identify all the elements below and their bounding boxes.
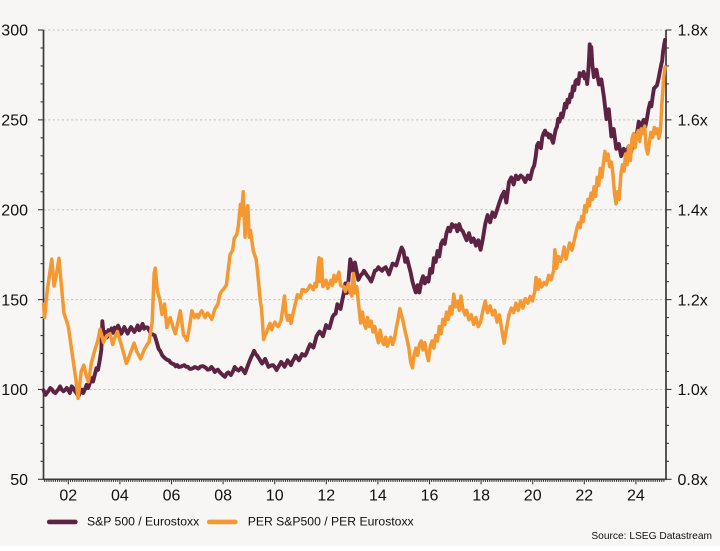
- y-left-tick-label: 300: [1, 23, 28, 40]
- y-left-tick-label: 50: [10, 472, 28, 489]
- y-left-tick-label: 250: [1, 113, 28, 130]
- x-tick-label: 02: [59, 488, 77, 505]
- x-tick-label: 16: [421, 488, 439, 505]
- legend-label-sp500-eurostoxx: S&P 500 / Eurostoxx: [87, 514, 199, 528]
- legend-swatch-sp500-eurostoxx: [47, 519, 78, 525]
- series-line-sp500-eurostoxx: [41, 37, 667, 399]
- y-left-tick-label: 200: [1, 202, 28, 219]
- legend-label-per-ratio: PER S&P500 / PER Eurostoxx: [248, 514, 414, 528]
- y-left-tick-label: 150: [1, 292, 28, 309]
- source-note: Source: LSEG Datastream: [591, 531, 712, 542]
- x-tick-label: 08: [214, 488, 232, 505]
- x-tick-label: 06: [163, 488, 181, 505]
- y-right-tick-label: 1.0x: [678, 382, 708, 399]
- legend-swatch-per-ratio: [207, 519, 238, 525]
- x-tick-label: 22: [575, 488, 593, 505]
- x-tick-label: 24: [627, 488, 645, 505]
- y-left-tick-label: 100: [1, 382, 28, 399]
- y-right-tick-label: 1.6x: [678, 113, 708, 130]
- legend: S&P 500 / Eurostoxx PER S&P500 / PER Eur…: [47, 514, 414, 528]
- x-tick-label: 04: [111, 488, 129, 505]
- x-tick-label: 20: [524, 488, 542, 505]
- y-right-tick-label: 1.4x: [678, 202, 708, 219]
- y-right-tick-label: 0.8x: [678, 472, 708, 489]
- x-tick-label: 12: [317, 488, 335, 505]
- x-tick-label: 18: [472, 488, 490, 505]
- x-tick-label: 14: [369, 488, 387, 505]
- series-line-per-ratio: [41, 65, 667, 401]
- y-right-tick-label: 1.8x: [678, 23, 708, 40]
- x-tick-label: 10: [266, 488, 284, 505]
- y-right-tick-label: 1.2x: [678, 292, 708, 309]
